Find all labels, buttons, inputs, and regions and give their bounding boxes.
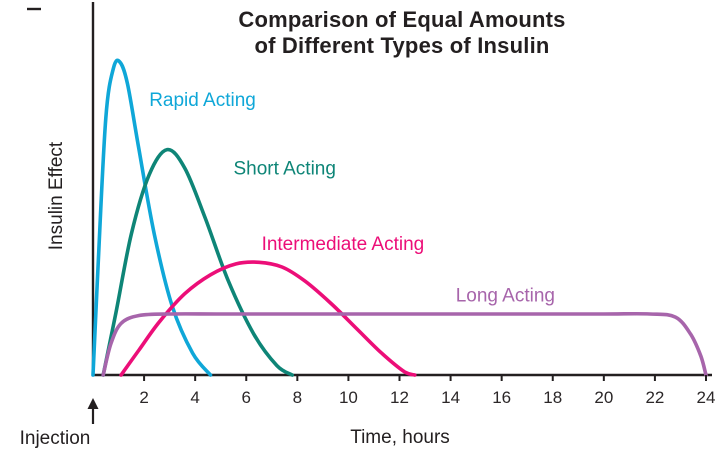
y-axis-label: Insulin Effect [46, 141, 67, 250]
x-tick-label-20: 20 [594, 388, 613, 407]
chart-title-line-2: of Different Types of Insulin [254, 33, 549, 58]
curve-short-acting [101, 147, 294, 377]
x-tick-label-22: 22 [645, 388, 664, 407]
series-label-short-acting: Short Acting [233, 159, 335, 180]
x-tick-label-12: 12 [390, 388, 409, 407]
series-label-long-acting: Long Acting [456, 285, 555, 306]
ticks-group: 2 4 6 8 10 12 14 16 18 20 22 24 [139, 375, 715, 407]
series-label-intermediate-acting: Intermediate Acting [262, 234, 425, 255]
x-tick-label-8: 8 [293, 388, 302, 407]
curve-long-acting [101, 311, 708, 377]
curve-rapid-acting [91, 58, 213, 377]
chart-title-line-1: Comparison of Equal Amounts [238, 7, 565, 32]
x-tick-label-14: 14 [441, 388, 460, 407]
x-tick-label-18: 18 [543, 388, 562, 407]
injection-arrow-head [87, 398, 99, 409]
annotations-group [87, 398, 99, 424]
injection-label: Injection [20, 428, 91, 449]
x-tick-label-4: 4 [190, 388, 199, 407]
curves-group: Rapid Acting Short Acting Intermediate Act… [91, 58, 708, 377]
x-tick-label-24: 24 [697, 388, 716, 407]
x-tick-label-10: 10 [339, 388, 358, 407]
curve-intermediate-acting [119, 260, 417, 377]
series-label-rapid-acting: Rapid Acting [149, 90, 256, 111]
x-tick-label-16: 16 [492, 388, 511, 407]
x-tick-label-2: 2 [139, 388, 148, 407]
x-axis-label: Time, hours [350, 427, 450, 448]
x-tick-label-6: 6 [242, 388, 251, 407]
